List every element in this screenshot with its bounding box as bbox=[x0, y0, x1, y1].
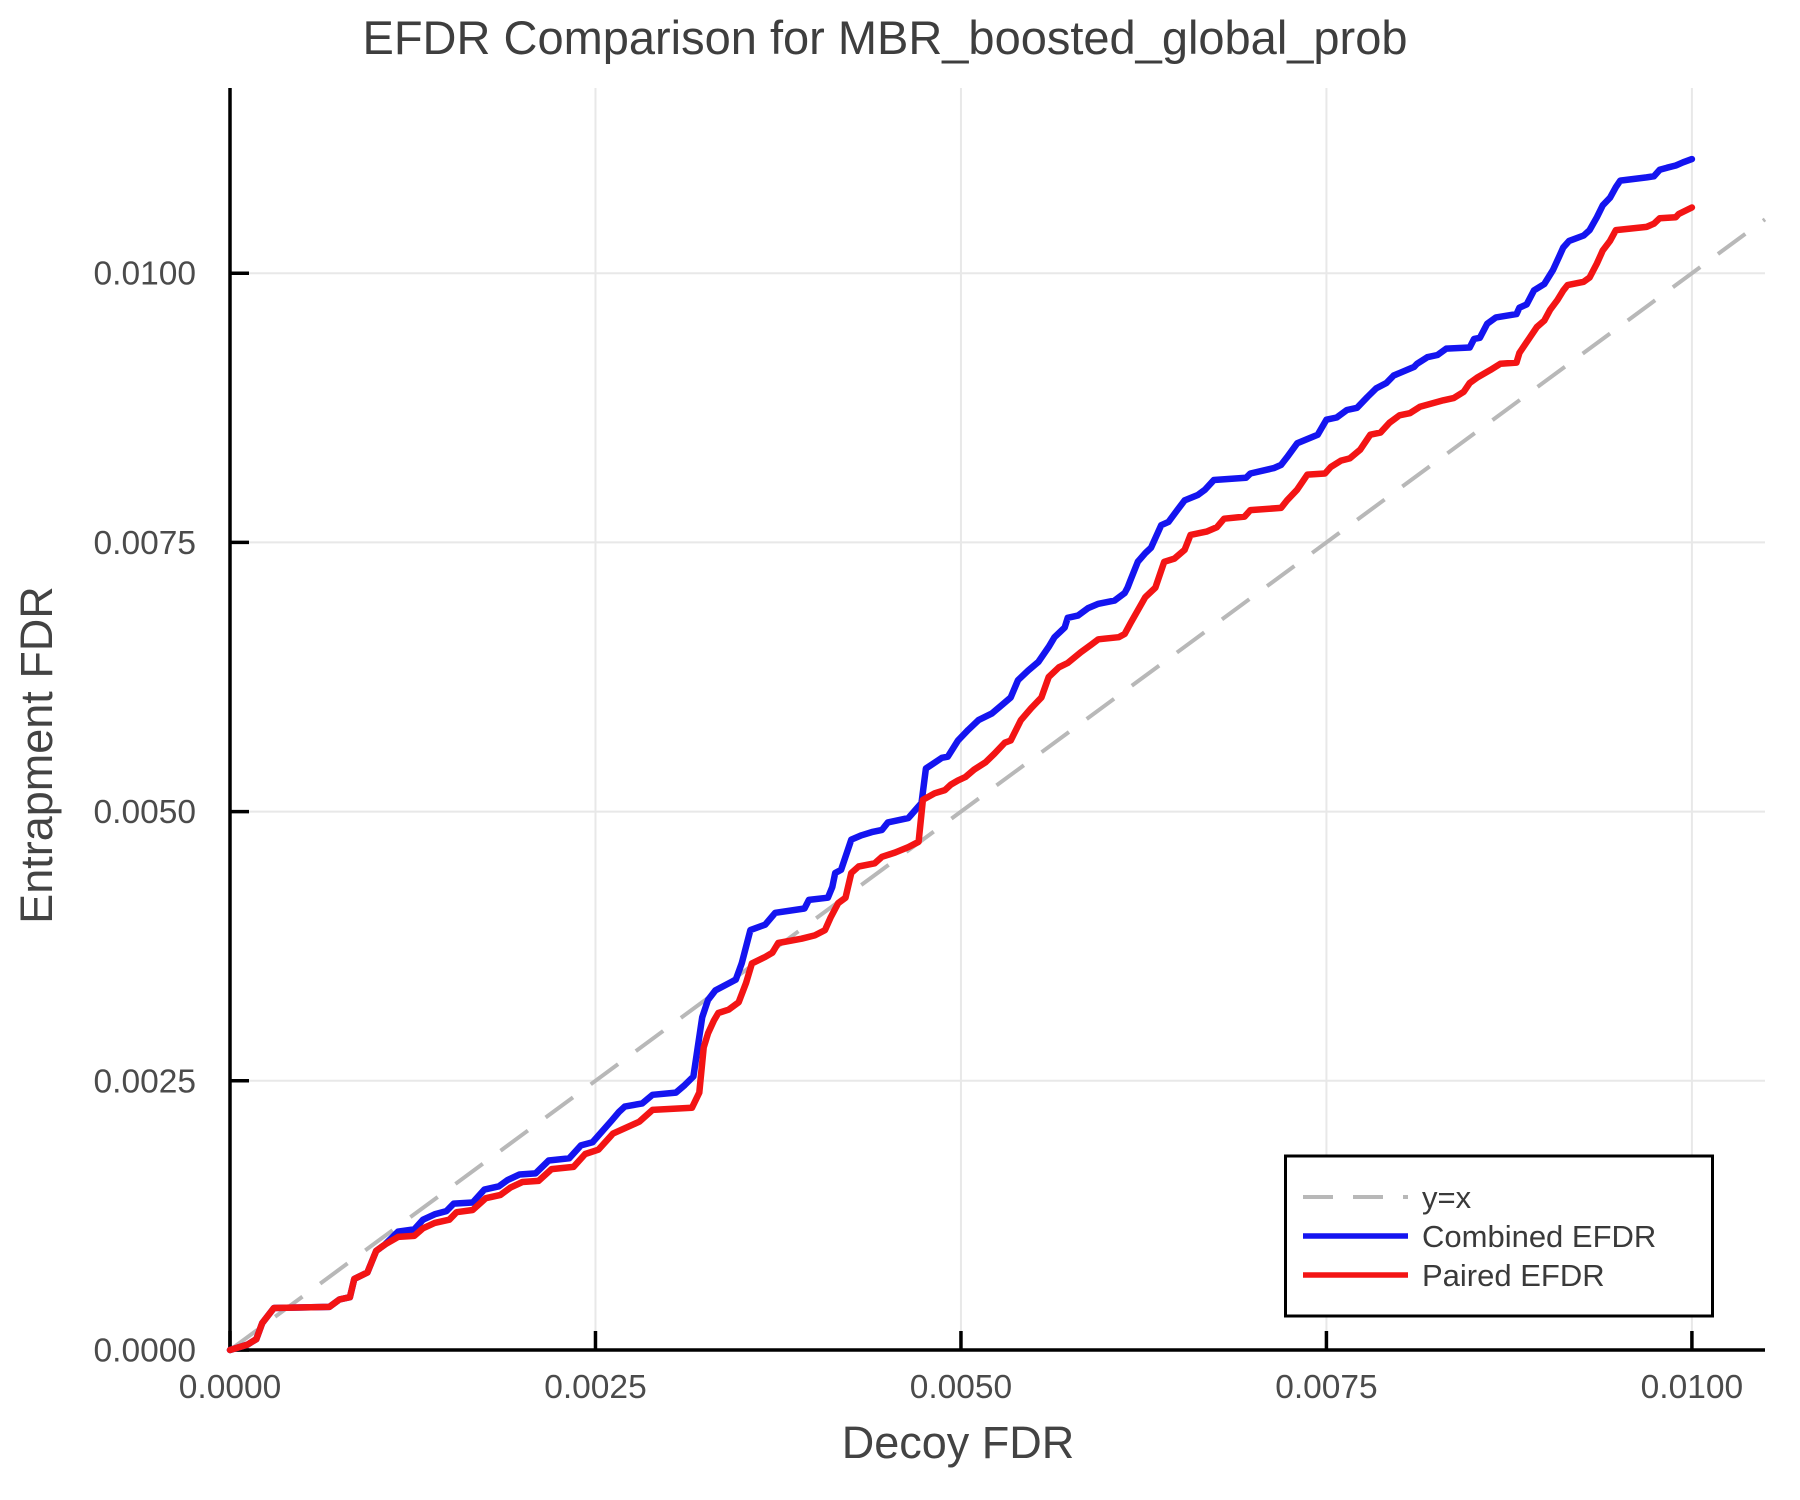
x-axis-label: Decoy FDR bbox=[842, 1417, 1075, 1468]
x-tick-label: 0.0075 bbox=[1275, 1369, 1377, 1406]
combined-efdr-line bbox=[226, 155, 1696, 1354]
y-tick-label: 0.0000 bbox=[94, 1333, 196, 1370]
paired-efdr-line bbox=[226, 204, 1696, 1354]
axis-tick-labels: 0.0000 0.0025 0.0050 0.0075 0.0100 0.0000 0.00… bbox=[94, 256, 1744, 1406]
legend: y=x Combined EFDR Paired EFDR bbox=[1284, 1154, 1714, 1318]
y-tick-label: 0.0075 bbox=[94, 525, 196, 562]
x-tick-label: 0.0025 bbox=[544, 1369, 646, 1406]
axis-spines bbox=[228, 88, 1765, 1352]
y-tick-label: 0.0100 bbox=[94, 256, 196, 293]
y-tick-label: 0.0025 bbox=[94, 1063, 196, 1100]
data-series-layer bbox=[226, 155, 1696, 1354]
y-axis-label: Entrapment FDR bbox=[11, 586, 62, 924]
reference-line-layer bbox=[228, 217, 1767, 1352]
legend-label: Paired EFDR bbox=[1422, 1258, 1605, 1293]
chart-title: EFDR Comparison for MBR_boosted_global_p… bbox=[363, 11, 1408, 64]
y-tick-label: 0.0050 bbox=[94, 794, 196, 831]
legend-label: y=x bbox=[1422, 1180, 1472, 1215]
y-equals-x-reference-line bbox=[228, 217, 1767, 1352]
x-tick-label: 0.0100 bbox=[1641, 1369, 1743, 1406]
x-tick-label: 0.0000 bbox=[179, 1369, 281, 1406]
x-tick-label: 0.0050 bbox=[910, 1369, 1012, 1406]
legend-label: Combined EFDR bbox=[1422, 1219, 1656, 1254]
